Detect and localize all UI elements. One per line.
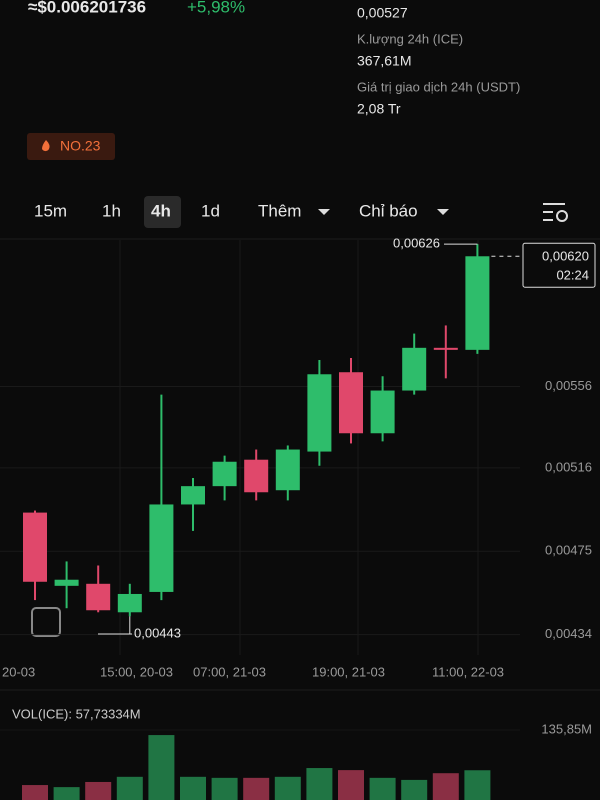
y-tick-label: 0,00516 <box>545 459 592 474</box>
candle-body <box>465 256 490 350</box>
candle-body <box>307 374 332 452</box>
candle-body <box>212 461 237 487</box>
rank: NO.23 <box>60 138 101 154</box>
candle-body <box>181 486 205 505</box>
candle-body <box>86 583 111 611</box>
y-tick-label: 0,00434 <box>545 626 592 641</box>
candle-body <box>117 593 142 613</box>
fullscreen-button[interactable] <box>31 607 61 637</box>
high-label: 0,00626 <box>393 236 440 251</box>
low-label: 0,00443 <box>134 625 181 640</box>
tab[interactable]: Thêm <box>258 201 301 220</box>
volume-value: 367,61M <box>357 53 411 69</box>
rank-badge <box>27 133 115 160</box>
countdown: 02:24 <box>556 268 589 283</box>
x-tick-label: 11:00, 22-03 <box>432 664 504 679</box>
dropdown-arrow <box>318 209 330 215</box>
volume-bar <box>116 776 143 800</box>
volume-bar <box>464 770 491 800</box>
volume-tick-label: 135,85M <box>541 721 592 736</box>
candle-body <box>370 390 395 434</box>
volume-bar <box>401 779 428 800</box>
y-tick-label: 0,00475 <box>545 543 592 558</box>
volume-label: VOL(ICE): 57,73334M <box>12 706 141 721</box>
tab-active-bg <box>144 196 181 228</box>
tab[interactable]: Chỉ báo <box>359 201 418 220</box>
volume-bar <box>369 777 396 800</box>
fire-icon <box>42 140 50 152</box>
price: ≈$0.006201736 <box>28 0 146 16</box>
candle-body <box>275 449 300 491</box>
dropdown-arrow <box>437 209 449 215</box>
price-box <box>522 242 596 288</box>
tab[interactable]: 4h <box>151 201 171 220</box>
candle-body <box>402 347 427 391</box>
y-tick-label: 0,00556 <box>545 378 592 393</box>
volume-bar <box>338 770 364 800</box>
x-tick-label: 07:00, 21-03 <box>193 664 266 679</box>
volume-bar <box>85 781 112 800</box>
turnover-value: 2,08 Tr <box>357 101 401 117</box>
volume-bar <box>148 735 175 800</box>
volume-bar <box>432 773 459 800</box>
candle-body <box>244 459 269 493</box>
volume-bar <box>306 768 333 800</box>
turnover-label: Giá trị giao dịch 24h (USDT) <box>357 79 520 94</box>
x-tick-label: 19:00, 21-03 <box>312 664 385 679</box>
x-tick-label: 15:00, 20-03 <box>100 664 173 679</box>
tab[interactable]: 1h <box>102 201 121 220</box>
tab[interactable]: 15m <box>34 201 67 220</box>
current-price: 0,00620 <box>542 249 589 264</box>
candle-body <box>339 372 363 434</box>
low-value: 0,00527 <box>357 5 408 21</box>
tab[interactable]: 1d <box>201 201 220 220</box>
volume-label: K.lượng 24h (ICE) <box>357 31 463 46</box>
x-tick-label: 20-03 <box>2 664 35 679</box>
volume-bar <box>180 776 206 800</box>
volume-bar <box>211 777 238 800</box>
candle-body <box>149 504 174 592</box>
candle-body <box>433 347 458 350</box>
volume-bar <box>22 785 48 800</box>
change: +5,98% <box>187 0 245 16</box>
volume-bar <box>243 777 270 800</box>
volume-bar <box>274 776 301 800</box>
candle-body <box>23 512 47 582</box>
settings-icon[interactable] <box>543 203 568 222</box>
volume-bar <box>53 787 80 800</box>
candle-body <box>54 579 79 586</box>
